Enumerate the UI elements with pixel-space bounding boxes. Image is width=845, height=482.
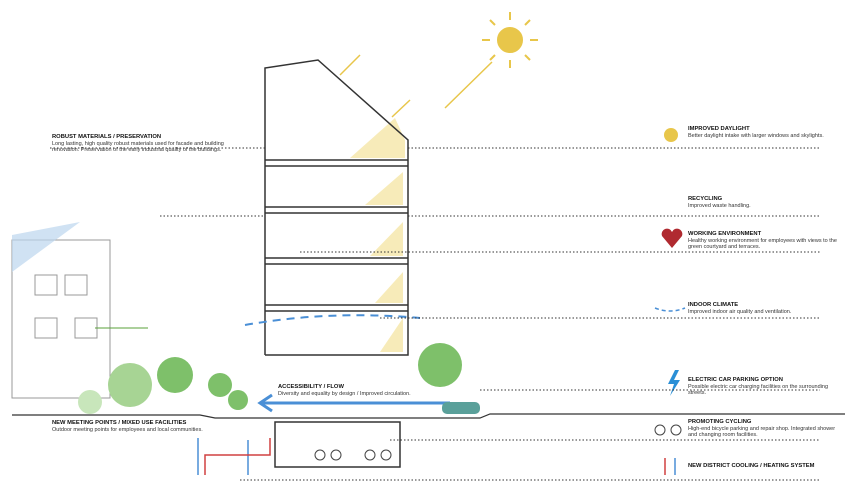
view-cone xyxy=(12,222,80,272)
label-title: NEW DISTRICT COOLING / HEATING SYSTEM xyxy=(688,463,844,470)
sun xyxy=(340,12,538,117)
daylight-icon xyxy=(664,128,678,142)
building xyxy=(265,60,408,467)
heating-arrows xyxy=(205,438,665,475)
bikes xyxy=(315,425,681,460)
cooling-label: NEW DISTRICT COOLING / HEATING SYSTEM xyxy=(688,463,844,470)
diagram: ROBUST MATERIALS / PRESERVATIONLong last… xyxy=(0,0,845,482)
label-text: Improved waste handling. xyxy=(688,203,751,209)
heart-icon xyxy=(662,229,683,248)
flow-arrows xyxy=(198,308,685,475)
car xyxy=(442,402,480,414)
label-text: Possible electric car charging facilitie… xyxy=(688,384,828,397)
label-text: Long lasting, high quality robust materi… xyxy=(52,141,224,154)
meeting-label: NEW MEETING POINTS / MIXED USE FACILITIE… xyxy=(52,420,222,433)
label-text: Better daylight intake with larger windo… xyxy=(688,133,824,139)
label-text: Improved indoor air quality and ventilat… xyxy=(688,309,791,315)
ground xyxy=(12,414,845,418)
light-wedges xyxy=(350,118,405,352)
label-text: High-end bicycle parking and repair shop… xyxy=(688,426,835,439)
bolt-icon xyxy=(668,370,680,396)
label-text: Diversity and equality by design / Impro… xyxy=(278,391,411,397)
label-text: Healthy working environment for employee… xyxy=(688,238,837,251)
label-text: Outdoor meeting points for employees and… xyxy=(52,427,203,433)
